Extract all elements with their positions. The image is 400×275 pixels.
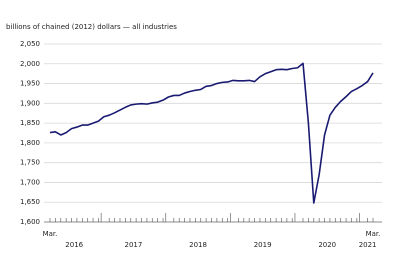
y-tick-label: 1,750 (20, 159, 40, 167)
y-tick-label: 1,950 (20, 80, 40, 88)
x-year-label: 2020 (318, 241, 336, 249)
y-tick-label: 1,900 (20, 99, 40, 107)
y-tick-label: 1,800 (20, 139, 40, 147)
y-tick-label: 1,850 (20, 119, 40, 127)
x-year-label: 2021 (359, 241, 377, 249)
x-year-label: 2017 (125, 241, 143, 249)
y-tick-label: 2,050 (20, 40, 40, 48)
x-year-label: 2018 (189, 241, 207, 249)
x-month-label: Mar. (43, 230, 58, 238)
y-tick-label: 1,600 (20, 218, 40, 226)
x-month-label: Mar. (366, 230, 381, 238)
y-tick-label: 2,000 (20, 60, 40, 68)
y-tick-label: 1,700 (20, 178, 40, 186)
x-year-label: 2019 (254, 241, 272, 249)
x-year-label: 2016 (65, 241, 83, 249)
y-tick-label: 1,650 (20, 198, 40, 206)
y-axis-label: billions of chained (2012) dollars — all… (6, 23, 177, 31)
data-line (49, 62, 374, 204)
